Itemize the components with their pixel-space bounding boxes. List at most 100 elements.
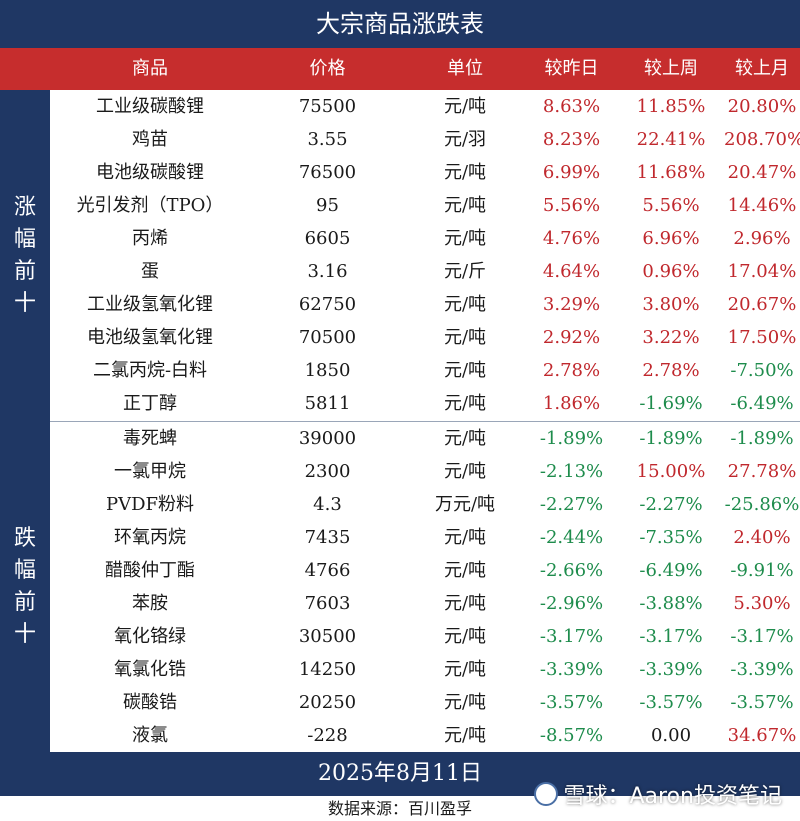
change-vs-yesterday: -2.13% — [539, 461, 604, 482]
change-vs-last-month: -3.17% — [730, 626, 794, 647]
commodity-name: 毒死蜱 — [123, 428, 177, 449]
commodity-price: 75500 — [298, 96, 357, 117]
commodity-name: 醋酸仲丁酯 — [105, 560, 195, 581]
change-vs-last-month: -3.39% — [730, 659, 794, 680]
section-label-top-gainers-text: 涨幅前十 — [13, 195, 36, 316]
table-row: 丙烯 6605 元/吨 4.76% 6.96% 2.96% — [50, 222, 800, 255]
commodity-unit: 元/斤 — [443, 261, 487, 282]
commodity-name: 鸡苗 — [132, 129, 168, 150]
change-vs-last-month: 20.67% — [727, 294, 797, 315]
change-vs-yesterday: 4.64% — [542, 261, 601, 282]
commodity-price: 2300 — [304, 461, 351, 482]
commodity-name: 一氯甲烷 — [114, 461, 186, 482]
change-vs-yesterday: 3.29% — [542, 294, 601, 315]
table-row: 蛋 3.16 元/斤 4.64% 0.96% 17.04% — [50, 255, 800, 288]
table-row: 醋酸仲丁酯 4766 元/吨 -2.66% -6.49% -9.91% — [50, 554, 800, 587]
commodity-price: 7435 — [304, 527, 351, 548]
page-title: 大宗商品涨跌表 — [0, 0, 800, 48]
commodity-unit: 元/吨 — [443, 725, 487, 746]
commodity-unit: 万元/吨 — [434, 494, 496, 515]
change-vs-last-month: 2.40% — [733, 527, 791, 548]
change-vs-last-month: -3.57% — [730, 692, 794, 713]
change-vs-last-month: 34.67% — [727, 725, 797, 746]
change-vs-last-week: 5.56% — [642, 195, 700, 216]
change-vs-last-week: 11.85% — [636, 96, 706, 117]
change-vs-last-week: -3.17% — [639, 626, 703, 647]
table-row: 环氧丙烷 7435 元/吨 -2.44% -7.35% 2.40% — [50, 521, 800, 554]
section-label-top-losers-text: 跌幅前十 — [13, 526, 36, 647]
change-vs-yesterday: -3.17% — [539, 626, 604, 647]
commodity-price: 4.3 — [313, 494, 342, 515]
change-vs-last-week: 15.00% — [636, 461, 706, 482]
commodity-name: 工业级碳酸锂 — [96, 96, 204, 117]
commodity-unit: 元/吨 — [443, 228, 487, 249]
commodity-unit: 元/吨 — [443, 461, 487, 482]
commodity-name: 工业级氢氧化锂 — [87, 294, 213, 315]
commodity-unit: 元/吨 — [443, 360, 487, 381]
section-label-top-gainers: 涨幅前十 — [0, 90, 50, 422]
change-vs-yesterday: 8.63% — [542, 96, 601, 117]
header-vs-last-month: 较上月 — [735, 58, 789, 79]
commodity-unit: 元/吨 — [443, 195, 487, 216]
change-vs-yesterday: -2.96% — [539, 593, 604, 614]
section-label-top-losers: 跌幅前十 — [0, 422, 50, 752]
commodity-price: 62750 — [298, 294, 357, 315]
table-row: 电池级碳酸锂 76500 元/吨 6.99% 11.68% 20.47% — [50, 156, 800, 189]
commodity-price: -228 — [307, 725, 348, 746]
commodity-unit: 元/吨 — [443, 428, 487, 449]
change-vs-last-week: 3.80% — [642, 294, 700, 315]
commodity-price: 7603 — [304, 593, 351, 614]
commodity-unit: 元/吨 — [443, 659, 487, 680]
commodity-name: 电池级氢氧化锂 — [87, 327, 213, 348]
commodity-name: PVDF粉料 — [105, 494, 195, 515]
commodity-unit: 元/吨 — [443, 294, 487, 315]
change-vs-last-month: -25.86% — [724, 494, 800, 515]
change-vs-last-month: 5.30% — [733, 593, 791, 614]
change-vs-last-week: 0.00 — [650, 725, 692, 746]
change-vs-yesterday: 8.23% — [542, 129, 601, 150]
watermark: 雪球：Aaron投资笔记 — [533, 778, 782, 810]
change-vs-yesterday: -1.89% — [539, 428, 604, 449]
table-header: 商品 价格 单位 较昨日 较上周 较上月 — [0, 48, 800, 90]
change-vs-last-month: 208.70% — [724, 129, 800, 150]
commodity-name: 碳酸锆 — [123, 692, 177, 713]
change-vs-yesterday: -8.57% — [539, 725, 604, 746]
change-vs-last-week: -3.39% — [639, 659, 703, 680]
commodity-price: 14250 — [298, 659, 357, 680]
change-vs-yesterday: -3.39% — [539, 659, 604, 680]
change-vs-last-week: -6.49% — [639, 560, 703, 581]
change-vs-last-month: 17.04% — [727, 261, 797, 282]
header-vs-yesterday: 较昨日 — [544, 58, 599, 79]
commodity-price: 6605 — [304, 228, 351, 249]
change-vs-last-week: -3.57% — [639, 692, 703, 713]
change-vs-last-month: 20.80% — [727, 96, 797, 117]
change-vs-last-week: 22.41% — [636, 129, 706, 150]
header-unit: 单位 — [447, 58, 483, 79]
table-row: 正丁醇 5811 元/吨 1.86% -1.69% -6.49% — [50, 387, 800, 420]
table-row: 氧氯化锆 14250 元/吨 -3.39% -3.39% -3.39% — [50, 653, 800, 686]
table-row: 工业级碳酸锂 75500 元/吨 8.63% 11.85% 20.80% — [50, 90, 800, 123]
commodity-price: 70500 — [298, 327, 357, 348]
change-vs-last-week: 0.96% — [642, 261, 700, 282]
header-commodity: 商品 — [132, 58, 168, 79]
change-vs-yesterday: 6.99% — [542, 162, 601, 183]
change-vs-yesterday: 4.76% — [542, 228, 601, 249]
change-vs-last-month: 2.96% — [733, 228, 791, 249]
change-vs-last-week: -7.35% — [639, 527, 703, 548]
commodity-name: 二氯丙烷-白料 — [92, 360, 208, 381]
commodity-name: 液氯 — [132, 725, 168, 746]
change-vs-yesterday: -2.27% — [539, 494, 604, 515]
report-date: 2025年8月11日 — [0, 752, 800, 796]
table-row: 氧化铬绿 30500 元/吨 -3.17% -3.17% -3.17% — [50, 620, 800, 653]
change-vs-last-month: 17.50% — [727, 327, 797, 348]
table-row: 工业级氢氧化锂 62750 元/吨 3.29% 3.80% 20.67% — [50, 288, 800, 321]
snowball-logo-icon — [533, 782, 558, 806]
change-vs-yesterday: 5.56% — [542, 195, 601, 216]
commodity-unit: 元/吨 — [443, 96, 487, 117]
commodity-unit: 元/羽 — [443, 129, 487, 150]
change-vs-last-month: -9.91% — [730, 560, 794, 581]
commodity-unit: 元/吨 — [443, 593, 487, 614]
commodity-unit: 元/吨 — [443, 393, 487, 414]
commodity-name: 电池级碳酸锂 — [96, 162, 204, 183]
table-row: 毒死蜱 39000 元/吨 -1.89% -1.89% -1.89% — [50, 422, 800, 455]
